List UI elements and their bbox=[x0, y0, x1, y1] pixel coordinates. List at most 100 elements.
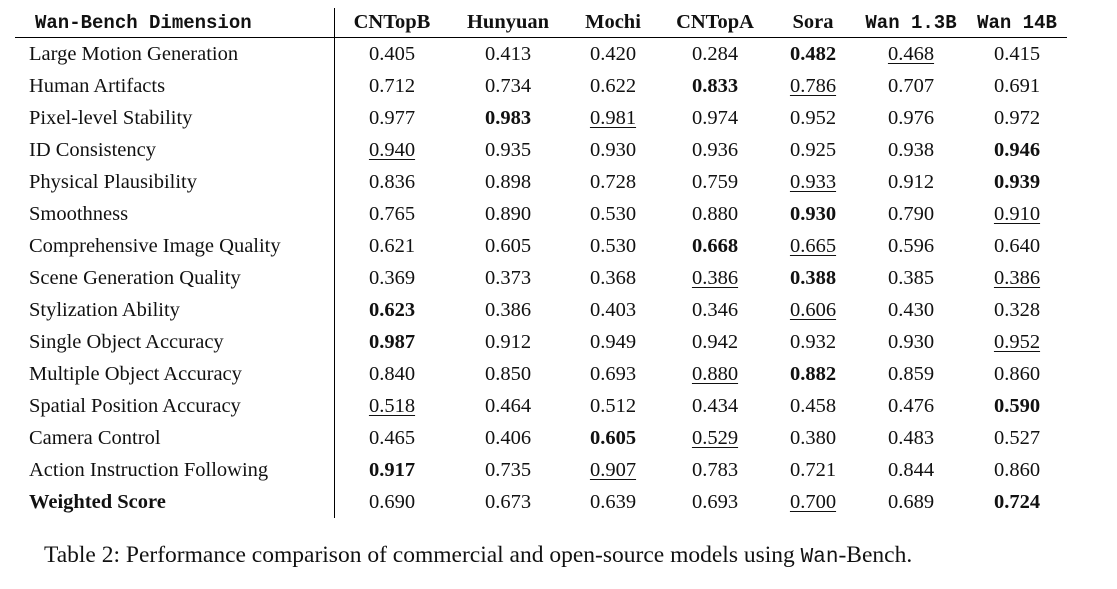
score-cell: 0.386 bbox=[449, 294, 567, 326]
score-cell: 0.512 bbox=[567, 390, 659, 422]
row-label: Spatial Position Accuracy bbox=[15, 390, 335, 422]
score-cell: 0.898 bbox=[449, 166, 567, 198]
score-cell: 0.890 bbox=[449, 198, 567, 230]
score-value: 0.912 bbox=[484, 330, 532, 353]
header-model: Wan 1.3B bbox=[855, 8, 967, 38]
score-value: 0.434 bbox=[691, 394, 739, 417]
score-value: 0.690 bbox=[368, 490, 416, 513]
score-cell: 0.933 bbox=[771, 166, 855, 198]
score-value: 0.976 bbox=[887, 106, 935, 129]
score-value: 0.859 bbox=[887, 362, 935, 385]
score-value: 0.712 bbox=[368, 74, 416, 97]
score-cell: 0.596 bbox=[855, 230, 967, 262]
score-value: 0.668 bbox=[691, 234, 739, 257]
row-label: Large Motion Generation bbox=[15, 37, 335, 70]
score-cell: 0.987 bbox=[335, 326, 450, 358]
score-value: 0.707 bbox=[887, 74, 935, 97]
score-value: 0.691 bbox=[993, 74, 1041, 97]
score-cell: 0.938 bbox=[855, 134, 967, 166]
score-cell: 0.640 bbox=[967, 230, 1067, 262]
score-value: 0.907 bbox=[589, 458, 637, 481]
score-value: 0.527 bbox=[993, 426, 1041, 449]
score-cell: 0.949 bbox=[567, 326, 659, 358]
score-value: 0.759 bbox=[691, 170, 739, 193]
score-cell: 0.482 bbox=[771, 38, 855, 71]
score-cell: 0.693 bbox=[567, 358, 659, 390]
score-cell: 0.836 bbox=[335, 166, 450, 198]
score-value: 0.622 bbox=[589, 74, 637, 97]
score-value: 0.952 bbox=[993, 330, 1041, 353]
score-cell: 0.940 bbox=[335, 134, 450, 166]
results-table: Wan-Bench Dimension CNTopB Hunyuan Mochi… bbox=[15, 8, 1067, 518]
header-dimension: Wan-Bench Dimension bbox=[15, 8, 335, 38]
header-row: Wan-Bench Dimension CNTopB Hunyuan Mochi… bbox=[15, 8, 1067, 38]
header-model: Wan 14B bbox=[967, 8, 1067, 38]
score-value: 0.917 bbox=[368, 458, 416, 481]
score-value: 0.623 bbox=[368, 298, 416, 321]
score-value: 0.952 bbox=[789, 106, 837, 129]
score-value: 0.388 bbox=[789, 266, 837, 289]
score-cell: 0.380 bbox=[771, 422, 855, 454]
score-cell: 0.386 bbox=[659, 262, 771, 294]
score-cell: 0.734 bbox=[449, 70, 567, 102]
score-value: 0.590 bbox=[993, 394, 1041, 417]
score-value: 0.938 bbox=[887, 138, 935, 161]
row-label: Single Object Accuracy bbox=[15, 326, 335, 358]
row-label: Human Artifacts bbox=[15, 70, 335, 102]
row-label: Multiple Object Accuracy bbox=[15, 358, 335, 390]
score-value: 0.932 bbox=[789, 330, 837, 353]
table-row: Scene Generation Quality 0.369 0.373 0.368 0… bbox=[15, 262, 1067, 294]
header-model: Hunyuan bbox=[449, 8, 567, 38]
score-value: 0.368 bbox=[589, 266, 637, 289]
score-value: 0.880 bbox=[691, 362, 739, 385]
score-value: 0.946 bbox=[993, 138, 1041, 161]
score-cell: 0.936 bbox=[659, 134, 771, 166]
score-value: 0.844 bbox=[887, 458, 935, 481]
score-cell: 0.420 bbox=[567, 38, 659, 71]
score-cell: 0.639 bbox=[567, 486, 659, 518]
score-value: 0.403 bbox=[589, 298, 637, 321]
score-value: 0.936 bbox=[691, 138, 739, 161]
score-cell: 0.413 bbox=[449, 38, 567, 71]
score-value: 0.621 bbox=[368, 234, 416, 257]
score-value: 0.939 bbox=[993, 170, 1041, 193]
score-value: 0.912 bbox=[887, 170, 935, 193]
score-cell: 0.668 bbox=[659, 230, 771, 262]
score-cell: 0.976 bbox=[855, 102, 967, 134]
score-cell: 0.765 bbox=[335, 198, 450, 230]
score-value: 0.386 bbox=[993, 266, 1041, 289]
score-value: 0.458 bbox=[789, 394, 837, 417]
score-cell: 0.946 bbox=[967, 134, 1067, 166]
score-value: 0.935 bbox=[484, 138, 532, 161]
score-cell: 0.840 bbox=[335, 358, 450, 390]
table-caption: Table 2: Performance comparison of comme… bbox=[44, 542, 912, 569]
score-value: 0.860 bbox=[993, 362, 1041, 385]
score-cell: 0.783 bbox=[659, 454, 771, 486]
score-value: 0.987 bbox=[368, 330, 416, 353]
header-model: CNTopA bbox=[659, 8, 771, 38]
score-value: 0.512 bbox=[589, 394, 637, 417]
row-label: Camera Control bbox=[15, 422, 335, 454]
score-cell: 0.786 bbox=[771, 70, 855, 102]
score-value: 0.482 bbox=[789, 42, 837, 65]
score-cell: 0.930 bbox=[567, 134, 659, 166]
score-value: 0.735 bbox=[484, 458, 532, 481]
score-cell: 0.665 bbox=[771, 230, 855, 262]
score-cell: 0.529 bbox=[659, 422, 771, 454]
table-row: Smoothness 0.765 0.890 0.530 0.880 0.930 0.790… bbox=[15, 198, 1067, 230]
score-value: 0.464 bbox=[484, 394, 532, 417]
score-value: 0.693 bbox=[691, 490, 739, 513]
header-model: CNTopB bbox=[334, 8, 449, 38]
score-value: 0.721 bbox=[789, 458, 837, 481]
score-value: 0.413 bbox=[484, 42, 532, 65]
score-value: 0.530 bbox=[589, 202, 637, 225]
score-cell: 0.606 bbox=[771, 294, 855, 326]
score-cell: 0.430 bbox=[855, 294, 967, 326]
score-cell: 0.880 bbox=[659, 358, 771, 390]
score-cell: 0.689 bbox=[855, 486, 967, 518]
score-cell: 0.623 bbox=[335, 294, 450, 326]
score-value: 0.890 bbox=[484, 202, 532, 225]
score-value: 0.850 bbox=[484, 362, 532, 385]
score-cell: 0.368 bbox=[567, 262, 659, 294]
score-cell: 0.712 bbox=[335, 70, 450, 102]
